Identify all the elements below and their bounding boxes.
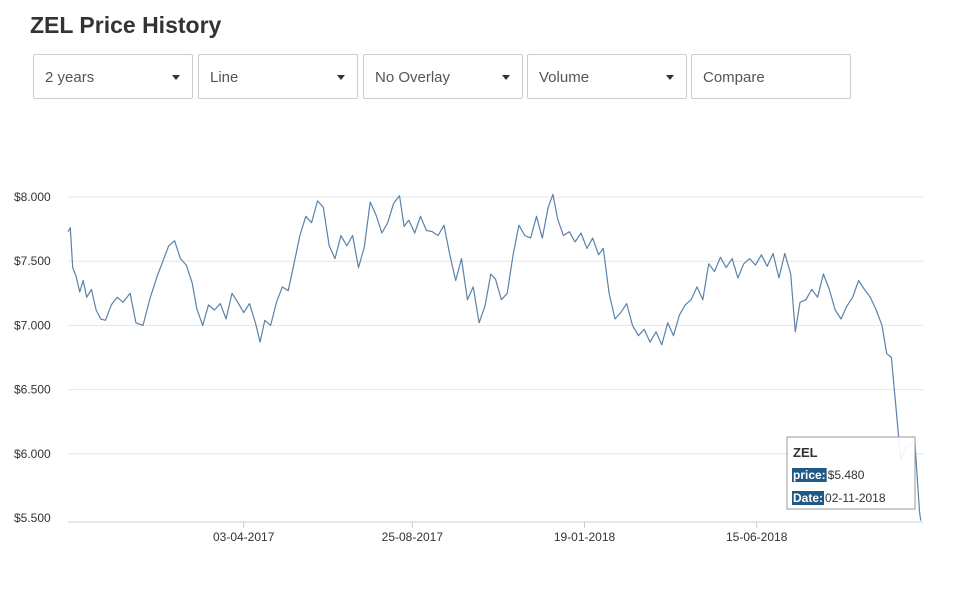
indicator-select-label: Volume [539, 69, 590, 86]
tooltip-price-label: price: [793, 468, 826, 482]
chart-type-select[interactable]: Line [198, 54, 358, 99]
x-tick-label: 19-01-2018 [554, 530, 616, 544]
chart-series [67, 193, 922, 521]
indicator-select[interactable]: Volume [527, 54, 687, 99]
chart-type-select-label: Line [210, 69, 239, 86]
range-select-label: 2 years [45, 69, 95, 86]
tooltip-price-value: $5.480 [828, 468, 865, 482]
overlay-select[interactable]: No Overlay [363, 54, 523, 99]
price-line [67, 193, 922, 521]
x-tick-label: 03-04-2017 [213, 530, 275, 544]
tooltip-title: ZEL [793, 445, 818, 460]
tooltip-date-label-bg [792, 491, 825, 505]
y-tick-label: $5.500 [14, 511, 51, 525]
chevron-down-icon [666, 75, 674, 80]
y-tick-label: $7.000 [14, 318, 51, 332]
y-tick-label: $6.500 [14, 383, 51, 397]
overlay-select-label: No Overlay [375, 69, 451, 86]
page-title: ZEL Price History [30, 12, 222, 38]
y-tick-label: $6.000 [14, 447, 51, 461]
y-tick-label: $7.500 [14, 254, 51, 268]
y-axis: $5.500 $6.000 $6.500 $7.000 $7.500 $8.000 [14, 190, 51, 525]
compare-input[interactable]: Compare [691, 54, 851, 99]
x-axis: 03-04-2017 25-08-2017 19-01-2018 15-06-2018 [68, 521, 923, 544]
chevron-down-icon [502, 75, 510, 80]
tooltip-date-label: Date: [793, 491, 823, 505]
chart-gridlines [68, 196, 923, 455]
y-tick-label: $8.000 [14, 190, 51, 204]
tooltip-date-value: 02-11-2018 [825, 491, 886, 505]
x-tick-label: 15-06-2018 [726, 530, 788, 544]
chevron-down-icon [337, 75, 345, 80]
x-tick-label: 25-08-2017 [382, 530, 444, 544]
tooltip-price-label-bg [792, 468, 827, 482]
chevron-down-icon [172, 75, 180, 80]
chart-tooltip: ZEL price: $5.480 Date: 02-11-2018 [786, 436, 916, 510]
range-select[interactable]: 2 years [33, 54, 193, 99]
compare-input-placeholder: Compare [703, 69, 765, 86]
